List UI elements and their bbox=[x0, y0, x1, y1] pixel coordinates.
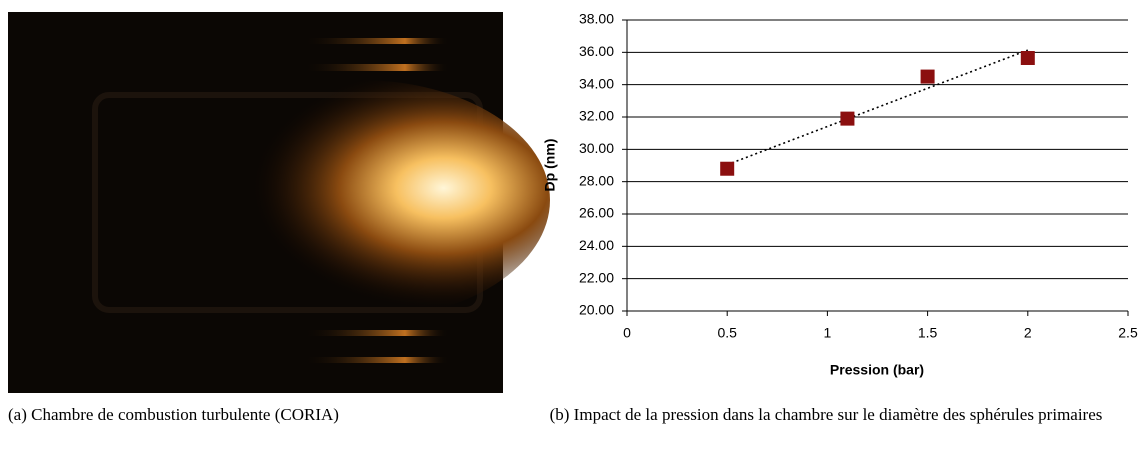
x-axis-label: Pression (bar) bbox=[830, 362, 924, 378]
data-point bbox=[920, 69, 935, 84]
y-tick-label: 26.00 bbox=[579, 205, 614, 221]
y-axis-label: Dp (nm) bbox=[542, 139, 558, 192]
x-tick-label: 1 bbox=[824, 325, 832, 341]
photo bbox=[8, 12, 550, 393]
trendline bbox=[726, 49, 1029, 166]
y-tick-label: 38.00 bbox=[579, 11, 614, 27]
caption-a: (a) Chambre de combustion turbulente (CO… bbox=[8, 405, 339, 424]
figure: Pression (bar) Dp (nm) 20.00 22.00 24.00 26… bbox=[8, 11, 1138, 393]
y-tick-label: 30.00 bbox=[579, 140, 614, 156]
data-point bbox=[840, 111, 855, 126]
y-tick-label: 32.00 bbox=[579, 108, 614, 124]
y-tick-label: 34.00 bbox=[579, 75, 614, 91]
plot-area: Pression (bar) Dp (nm) bbox=[542, 139, 924, 378]
x-tick-label: 2.5 bbox=[1118, 325, 1138, 341]
data-point bbox=[1020, 50, 1035, 65]
data-point bbox=[720, 161, 735, 176]
y-tick-label: 24.00 bbox=[579, 237, 614, 253]
y-tick-label: 20.00 bbox=[579, 302, 614, 318]
x-tick-label: 1.5 bbox=[918, 325, 938, 341]
x-tick-label: 0.5 bbox=[717, 325, 737, 341]
x-tick-label: 0 bbox=[623, 325, 631, 341]
x-tick-label: 2 bbox=[1024, 325, 1032, 341]
y-tick-label: 36.00 bbox=[579, 43, 614, 59]
caption-b: (b) Impact de la pression dans la chambr… bbox=[549, 405, 1103, 424]
y-tick-label: 28.00 bbox=[579, 172, 614, 188]
y-tick-label: 22.00 bbox=[579, 269, 614, 285]
